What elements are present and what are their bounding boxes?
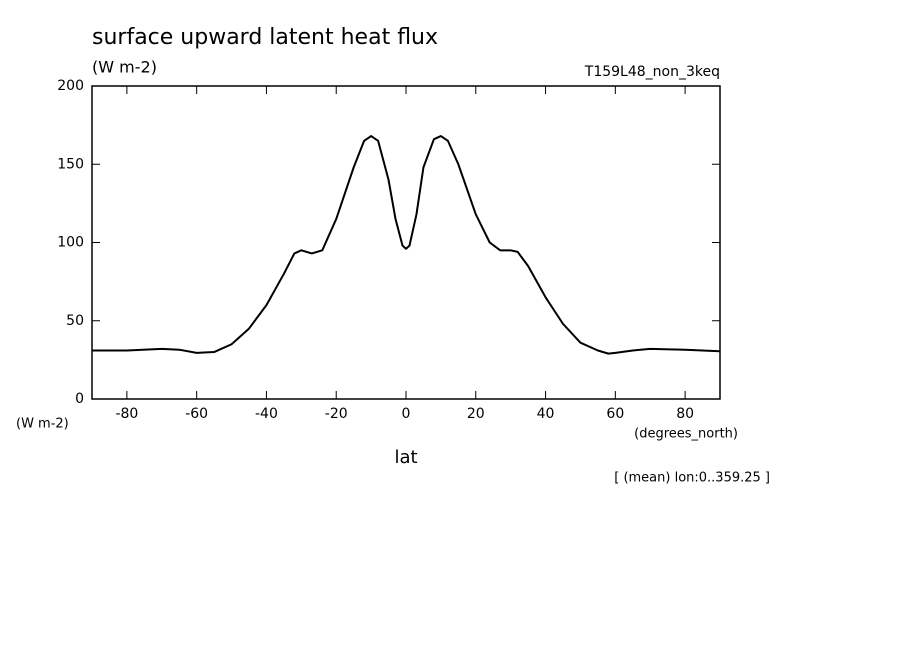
y-tick-label: 0 [75,391,84,407]
x-tick-label: -80 [115,406,138,422]
chart-title: surface upward latent heat flux [92,25,438,50]
y-tick-label: 100 [57,235,84,251]
annotation: [ (mean) lon:0..359.25 ] [614,471,770,486]
x-tick-label: 40 [537,406,555,422]
run-label: T159L48_non_3keq [584,64,720,80]
data-line [92,135,721,355]
x-unit-label: (degrees_north) [634,427,738,442]
y-unit-label: (W m-2) [16,417,69,432]
x-tick-label: -60 [185,406,208,422]
x-tick-label: 60 [606,406,624,422]
x-axis-label: lat [394,447,417,468]
x-tick-label: -20 [325,406,348,422]
y-tick-label: 50 [66,313,84,329]
x-tick-label: -40 [255,406,278,422]
chart-subtitle: (W m-2) [92,58,157,77]
y-tick-label: 150 [57,156,84,172]
x-tick-label: 20 [467,406,485,422]
x-tick-label: 0 [402,406,411,422]
x-tick-label: 80 [676,406,694,422]
y-tick-label: 200 [57,78,84,94]
